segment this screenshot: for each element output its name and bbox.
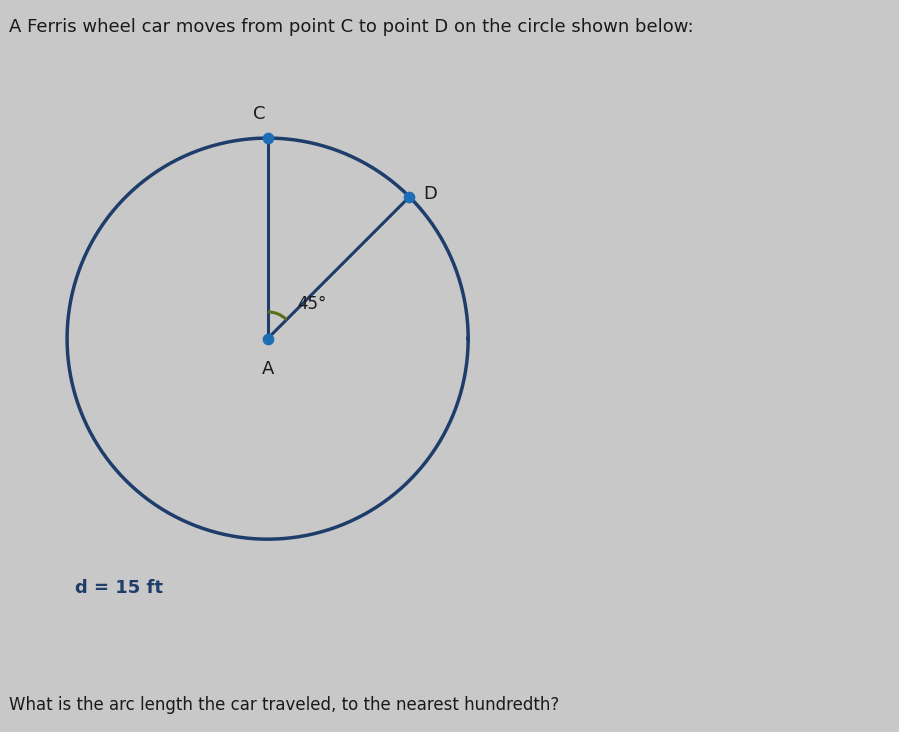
Text: 45°: 45°	[297, 295, 326, 313]
Text: d = 15 ft: d = 15 ft	[76, 579, 163, 597]
Point	[261, 333, 275, 345]
Text: A: A	[262, 360, 274, 378]
Text: C: C	[254, 105, 266, 124]
Text: A Ferris wheel car moves from point C to point D on the circle shown below:: A Ferris wheel car moves from point C to…	[9, 18, 694, 37]
Text: D: D	[423, 185, 437, 203]
Point	[261, 132, 275, 144]
Text: What is the arc length the car traveled, to the nearest hundredth?: What is the arc length the car traveled,…	[9, 695, 559, 714]
Point	[402, 191, 416, 203]
